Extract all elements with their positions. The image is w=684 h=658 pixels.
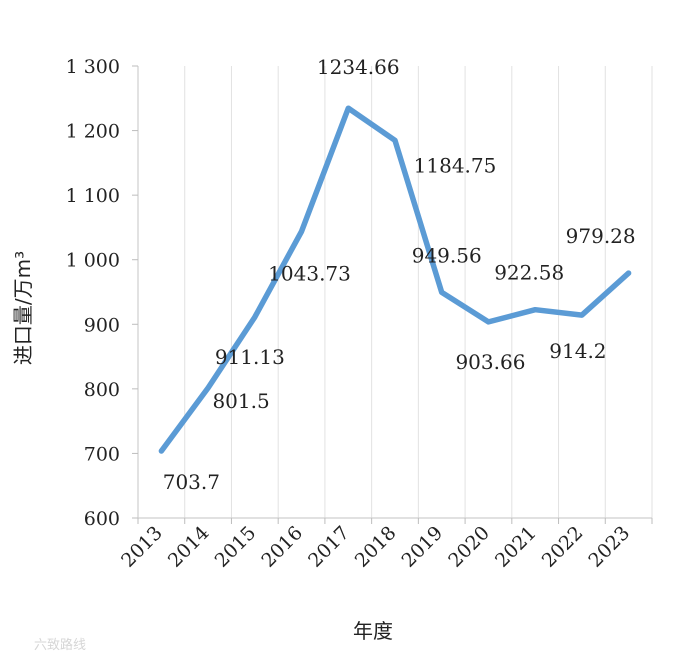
x-tick-label: 2017 bbox=[304, 522, 354, 572]
data-label: 922.58 bbox=[494, 261, 564, 285]
x-tick-label: 2014 bbox=[164, 522, 214, 572]
x-tick-label: 2021 bbox=[491, 522, 541, 572]
grid-lines bbox=[184, 66, 653, 518]
data-label: 1184.75 bbox=[414, 153, 497, 177]
data-label: 1234.66 bbox=[317, 55, 400, 79]
x-tick-label: 2022 bbox=[538, 522, 588, 572]
y-tick-label: 1 000 bbox=[66, 250, 120, 272]
y-tick-label: 600 bbox=[84, 508, 120, 530]
x-axis-title: 年度 bbox=[353, 619, 393, 643]
x-tick-label: 2020 bbox=[444, 522, 494, 572]
y-tick-label: 1 300 bbox=[66, 56, 120, 78]
series-line-path bbox=[158, 105, 632, 454]
data-label: 801.5 bbox=[212, 389, 269, 413]
x-tick-label: 2023 bbox=[584, 522, 634, 572]
data-label: 914.2 bbox=[549, 339, 606, 363]
data-label: 911.13 bbox=[215, 345, 285, 369]
x-tick-label: 2016 bbox=[257, 522, 307, 572]
y-tick-label: 900 bbox=[84, 314, 120, 336]
data-label: 979.28 bbox=[566, 224, 636, 248]
y-axis-ticks: 600 700 800 900 1 000 1 100 1 200 1 300 bbox=[66, 56, 138, 530]
x-tick-label: 2015 bbox=[211, 522, 261, 572]
series-line bbox=[158, 105, 632, 454]
y-axis-title: 进口量/万m³ bbox=[11, 251, 35, 365]
y-tick-label: 700 bbox=[84, 443, 120, 465]
y-tick-label: 1 100 bbox=[66, 185, 120, 207]
data-label: 903.66 bbox=[455, 350, 525, 374]
x-tick-label: 2013 bbox=[117, 522, 167, 572]
axes bbox=[137, 66, 652, 519]
data-label: 1043.73 bbox=[268, 261, 351, 285]
data-labels: 703.7 801.5 911.13 1043.73 1234.66 1184.75 949… bbox=[163, 55, 636, 494]
data-label: 703.7 bbox=[163, 470, 220, 494]
x-tick-label: 2019 bbox=[398, 522, 448, 572]
y-tick-label: 800 bbox=[84, 379, 120, 401]
x-tick-label: 2018 bbox=[351, 522, 401, 572]
y-tick-label: 1 200 bbox=[66, 121, 120, 143]
data-label: 949.56 bbox=[412, 243, 482, 267]
x-axis-ticks: 2013201420152016201720182019202020212022… bbox=[117, 518, 653, 572]
watermark: 六致路线 bbox=[34, 637, 86, 653]
